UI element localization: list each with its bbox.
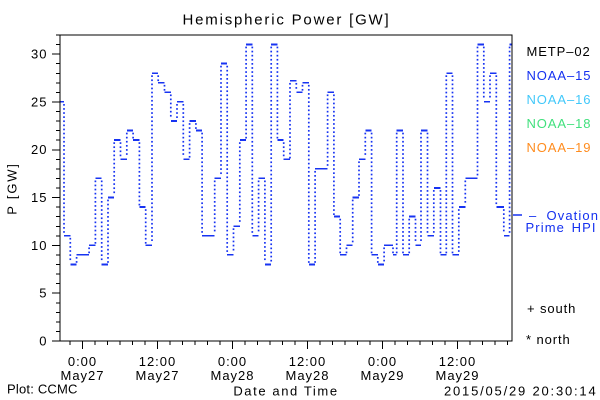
svg-text:NOAA–18: NOAA–18: [527, 116, 592, 131]
svg-text:2015/05/29 20:30:14: 2015/05/29 20:30:14: [444, 383, 597, 398]
svg-text:0: 0: [39, 334, 47, 349]
svg-text:12:00: 12:00: [289, 354, 327, 369]
svg-text:0:00: 0:00: [218, 354, 247, 369]
svg-text:– Ovation: – Ovation: [529, 208, 599, 223]
svg-text:15: 15: [31, 190, 47, 205]
svg-text:Date and Time: Date and Time: [233, 383, 338, 398]
svg-text:10: 10: [31, 238, 47, 253]
svg-text:* north: * north: [526, 332, 571, 347]
svg-text:METP–02: METP–02: [527, 44, 591, 59]
svg-text:Hemispheric Power [GW]: Hemispheric Power [GW]: [183, 12, 391, 29]
svg-text:20: 20: [31, 142, 47, 157]
svg-text:May29: May29: [360, 368, 404, 383]
svg-text:25: 25: [31, 94, 47, 109]
svg-text:P [GW]: P [GW]: [5, 162, 20, 214]
svg-text:May27: May27: [135, 368, 179, 383]
svg-text:0:00: 0:00: [68, 354, 97, 369]
svg-text:May28: May28: [285, 368, 329, 383]
svg-text:0:00: 0:00: [368, 354, 397, 369]
svg-text:NOAA–15: NOAA–15: [527, 68, 592, 83]
svg-text:30: 30: [31, 47, 47, 62]
svg-text:May29: May29: [435, 368, 479, 383]
svg-text:12:00: 12:00: [139, 354, 177, 369]
svg-text:May28: May28: [210, 368, 254, 383]
svg-text:+ south: + south: [527, 301, 576, 316]
svg-text:NOAA–19: NOAA–19: [527, 140, 592, 155]
svg-text:NOAA–16: NOAA–16: [527, 92, 592, 107]
svg-text:Plot: CCMC: Plot: CCMC: [7, 382, 78, 397]
svg-text:May27: May27: [60, 368, 104, 383]
svg-text:Prime HPI: Prime HPI: [526, 220, 597, 235]
svg-text:5: 5: [39, 286, 47, 301]
svg-text:12:00: 12:00: [439, 354, 477, 369]
